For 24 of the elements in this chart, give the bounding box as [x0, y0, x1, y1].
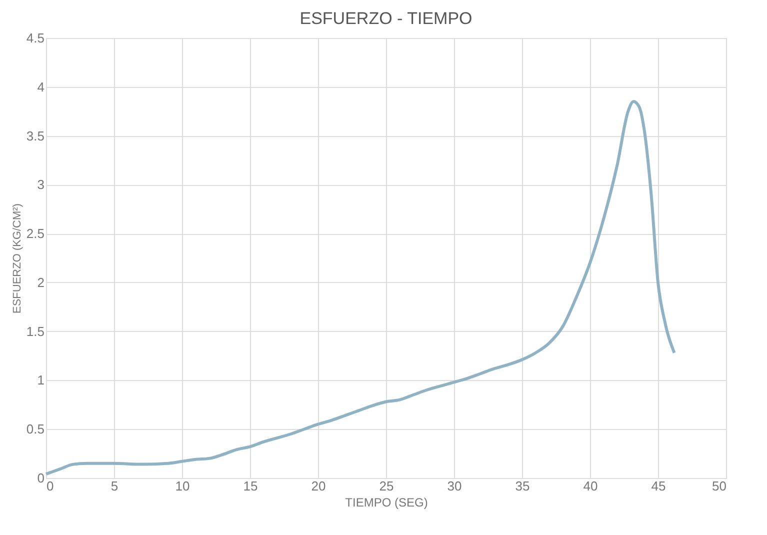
y-tick-label: 1	[37, 372, 44, 388]
y-tick-label: 2.5	[26, 226, 44, 242]
x-tick-label: 30	[447, 478, 462, 494]
x-tick-label: 25	[379, 478, 394, 494]
y-axis-title: ESFUERZO (KG/CM²)	[11, 204, 24, 314]
x-tick-label: 20	[311, 478, 326, 494]
y-tick-label: 4.5	[26, 30, 44, 46]
y-tick-label: 1.5	[26, 324, 44, 339]
y-tick-label: 4	[37, 79, 44, 94]
chart-title: ESFUERZO - TIEMPO	[300, 9, 472, 28]
x-tick-label: 35	[515, 478, 530, 494]
x-tick-label: 50	[712, 478, 726, 494]
x-axis-title: TIEMPO (SEG)	[345, 496, 428, 510]
y-tick-label: 3.5	[26, 128, 44, 144]
x-tick-label: 5	[110, 478, 118, 494]
y-tick-label: 2	[37, 274, 44, 290]
x-tick-label: 45	[651, 478, 666, 494]
x-tick-label: 0	[46, 478, 54, 494]
x-tick-label: 10	[175, 478, 190, 494]
y-tick-label: 3	[37, 177, 44, 192]
x-tick-label: 40	[583, 478, 598, 494]
x-tick-label: 15	[243, 478, 258, 494]
y-tick-label: 0.5	[26, 422, 44, 437]
line-series	[44, 100, 676, 476]
